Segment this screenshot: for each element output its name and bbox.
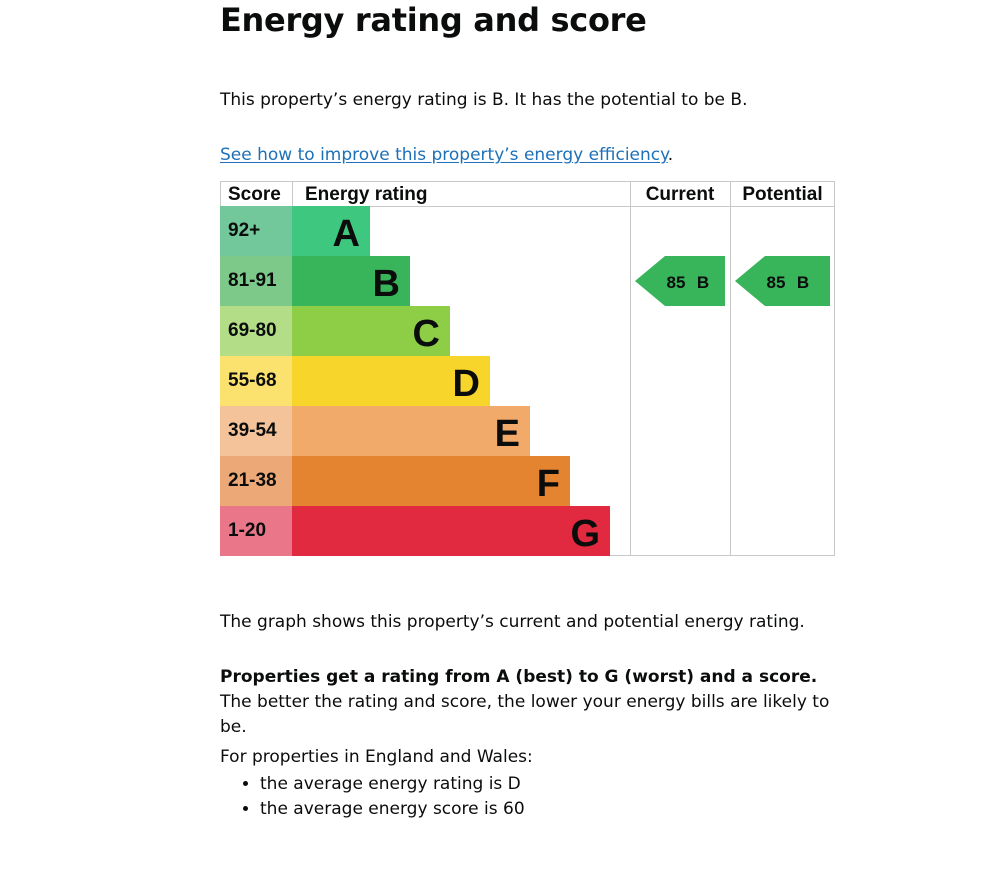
rating-bar-e: [292, 406, 530, 456]
header-current: Current: [646, 184, 715, 205]
rating-letter-b: B: [373, 263, 400, 305]
potential-letter-label: B: [797, 273, 809, 292]
rating-letter-f: F: [537, 463, 560, 505]
ratings-explanation-rest: The better the rating and score, the low…: [220, 692, 830, 737]
rating-bar-f: [292, 456, 570, 506]
rating-letter-d: D: [453, 363, 480, 405]
header-energy-rating: Energy rating: [305, 184, 427, 205]
score-cell-g: [220, 506, 292, 556]
score-cell-a: [220, 206, 292, 256]
score-label-a: 92+: [228, 220, 260, 241]
score-label-d: 55-68: [228, 370, 277, 391]
potential-score-label: 85: [767, 273, 786, 292]
score-cell-b: [220, 256, 292, 306]
graph-description: The graph shows this property’s current …: [220, 612, 805, 632]
current-letter-label: B: [697, 273, 709, 292]
rating-intro: This property’s energy rating is B. It h…: [220, 90, 748, 110]
score-cell-f: [220, 456, 292, 506]
current-score-label: 85: [667, 273, 686, 292]
rating-letter-c: C: [413, 313, 440, 355]
rating-bar-b: [292, 256, 410, 306]
link-suffix: .: [667, 145, 674, 165]
header-score: Score: [228, 184, 281, 205]
energy-rating-svg: Score Energy rating Current Potential 92+ A 81…: [220, 181, 835, 556]
england-wales-heading: For properties in England and Wales:: [220, 747, 533, 767]
score-label-b: 81-91: [228, 270, 277, 291]
rating-bar-d: [292, 356, 490, 406]
ratings-explanation-bold: Properties get a rating from A (best) to…: [220, 667, 818, 687]
energy-rating-graph: Score Energy rating Current Potential 92+ A 81…: [220, 181, 835, 556]
rating-letter-g: G: [570, 513, 600, 555]
header-potential: Potential: [742, 184, 822, 205]
averages-list: the average energy rating is D the avera…: [220, 772, 525, 822]
rating-bar-g: [292, 506, 610, 556]
improve-paragraph: See how to improve this property’s energ…: [220, 143, 673, 168]
rating-letter-a: A: [333, 213, 360, 255]
page-title: Energy rating and score: [220, 1, 647, 39]
score-label-g: 1-20: [228, 520, 266, 541]
score-label-e: 39-54: [228, 420, 277, 441]
score-label-c: 69-80: [228, 320, 277, 341]
average-score-item: the average energy score is 60: [260, 797, 525, 822]
current-rating-arrow: [635, 256, 725, 306]
score-label-f: 21-38: [228, 470, 277, 491]
rating-letter-e: E: [495, 413, 520, 455]
score-cell-c: [220, 306, 292, 356]
ratings-explanation: Properties get a rating from A (best) to…: [220, 665, 835, 740]
rating-bar-c: [292, 306, 450, 356]
score-cell-d: [220, 356, 292, 406]
improve-efficiency-link[interactable]: See how to improve this property’s energ…: [220, 145, 668, 165]
average-rating-item: the average energy rating is D: [260, 772, 525, 797]
score-cell-e: [220, 406, 292, 456]
rating-bar-a: [292, 206, 370, 256]
potential-rating-arrow: [735, 256, 830, 306]
